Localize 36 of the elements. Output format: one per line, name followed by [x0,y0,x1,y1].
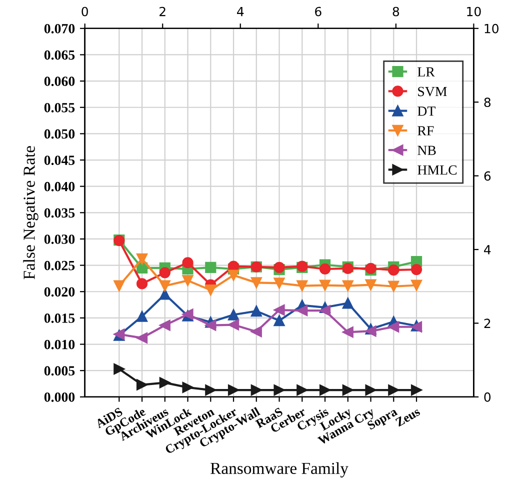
x2-tick-label: 10 [467,6,481,16]
x-axis-title: Ransomware Family [210,462,348,478]
y2-tick-label: 0 [484,392,491,402]
x2-tick-label: 8 [392,6,400,16]
legend-label: NB [418,146,436,155]
y-tick-label: 0.005 [44,366,75,376]
y-tick-label: 0.000 [44,392,75,402]
y2-tick-label: 10 [484,24,498,34]
y-tick-label: 0.040 [44,182,75,192]
y-tick-label: 0.055 [44,102,75,112]
y-tick-label: 0.070 [44,24,75,34]
y2-tick-label: 2 [484,318,490,328]
y-tick-label: 0.050 [44,129,75,139]
x2-tick-label: 0 [82,6,88,16]
y-tick-label: 0.045 [44,156,75,166]
y-axis-title: False Negative Rate [23,146,38,280]
legend-label: RF [418,126,434,136]
legend-label: DT [418,106,436,116]
y-tick-label: 0.035 [44,208,75,218]
y-tick-label: 0.015 [44,314,75,323]
y-tick-label: 0.030 [44,234,75,244]
y-tick-label: 0.025 [44,260,75,270]
y2-tick-label: 6 [484,171,491,181]
legend-label: SVM [418,86,447,96]
legend-label: LR [418,67,435,76]
y-tick-label: 0.020 [44,287,75,297]
legend-label: HMLC [418,165,457,175]
x2-tick-label: 2 [160,6,166,16]
y-tick-label: 0.010 [44,340,75,350]
y2-tick-label: 4 [484,245,491,254]
x2-tick-label: 6 [315,6,322,16]
y-tick-label: 0.060 [44,76,75,86]
y-tick-label: 0.065 [44,50,75,60]
y2-tick-label: 8 [484,98,491,108]
x2-tick-label: 4 [237,6,244,16]
x-tick-label: Zeus [395,407,421,427]
